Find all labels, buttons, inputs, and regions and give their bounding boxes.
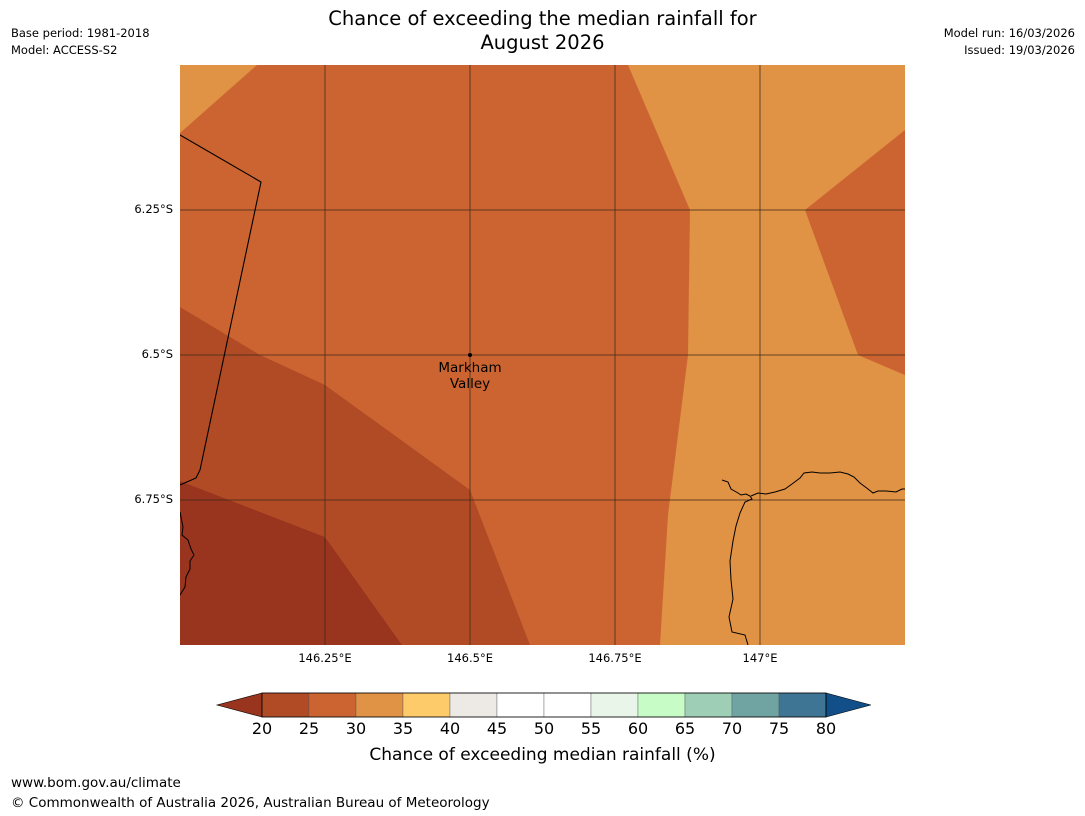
colorbar-extend-high <box>825 692 871 718</box>
lon-label-146-5: 146.5°E <box>447 651 493 665</box>
graticule <box>180 65 905 645</box>
colorbar-tick-label: 45 <box>486 719 508 738</box>
colorbar-segment <box>355 692 404 718</box>
colorbar-segment <box>449 692 498 718</box>
colorbar-tick-label: 55 <box>580 719 602 738</box>
model-name: Model: ACCESS-S2 <box>11 43 118 57</box>
title-line-1: Chance of exceeding the median rainfall … <box>328 7 757 30</box>
coastline-east <box>721 479 753 645</box>
place-label-line-2: Valley <box>450 376 490 392</box>
colorbar-segment <box>308 692 357 718</box>
run-info: Model run: 16/03/2026 Issued: 19/03/2026 <box>944 25 1075 59</box>
colorbar-tick-label: 75 <box>768 719 790 738</box>
coastline-west <box>180 511 195 596</box>
base-period: Base period: 1981-2018 <box>11 26 150 40</box>
colorbar-tick-label: 30 <box>345 719 367 738</box>
lon-label-147: 147°E <box>742 651 778 665</box>
colorbar-extend-low <box>215 692 263 718</box>
place-label-line-1: Markham <box>438 360 501 376</box>
colorbar-label: Chance of exceeding median rainfall (%) <box>369 745 716 765</box>
colorbar <box>215 692 871 718</box>
map-title: Chance of exceeding the median rainfall … <box>0 7 1085 55</box>
model-info: Base period: 1981-2018 Model: ACCESS-S2 <box>11 25 150 59</box>
issued-date: Issued: 19/03/2026 <box>964 43 1075 57</box>
colorbar-tick-label: 35 <box>392 719 414 738</box>
coastline-north-east <box>750 471 905 497</box>
footer-copyright: © Commonwealth of Australia 2026, Austra… <box>11 795 490 811</box>
footer-url[interactable]: www.bom.gov.au/climate <box>11 775 181 791</box>
colorbar-segment <box>402 692 451 718</box>
colorbar-tick-label: 60 <box>627 719 649 738</box>
colorbar-segment <box>261 692 310 718</box>
colorbar-tick-label: 20 <box>251 719 273 738</box>
title-line-2: August 2026 <box>480 31 605 54</box>
markham-valley-marker <box>468 353 472 357</box>
colorbar-segment <box>731 692 780 718</box>
colorbar-segment <box>637 692 686 718</box>
colorbar-tick-label: 70 <box>721 719 743 738</box>
colorbar-tick-label: 65 <box>674 719 696 738</box>
rainfall-map: Markham Valley <box>180 65 905 645</box>
colorbar-segment <box>496 692 545 718</box>
colorbar-tick-label: 50 <box>533 719 555 738</box>
lat-label-6-75: 6.75°S <box>134 492 173 506</box>
province-border <box>180 134 262 486</box>
colorbar-outline <box>261 692 827 718</box>
colorbar-segment <box>778 692 827 718</box>
model-run: Model run: 16/03/2026 <box>943 26 1075 40</box>
lat-label-6-25: 6.25°S <box>134 202 173 216</box>
zone-20-25 <box>180 481 402 645</box>
lat-label-6-5: 6.5°S <box>141 347 173 361</box>
colorbar-segment <box>543 692 592 718</box>
zone-25-30 <box>180 307 530 645</box>
colorbar-tick-label: 25 <box>298 719 320 738</box>
colorbar-tick-label: 80 <box>815 719 837 738</box>
colorbar-tick-label: 40 <box>439 719 461 738</box>
colorbar-segment <box>590 692 639 718</box>
lon-label-146-25: 146.25°E <box>298 651 352 665</box>
colorbar-segment <box>684 692 733 718</box>
zone-35-40-northwest <box>180 65 257 133</box>
lon-label-146-75: 146.75°E <box>588 651 642 665</box>
